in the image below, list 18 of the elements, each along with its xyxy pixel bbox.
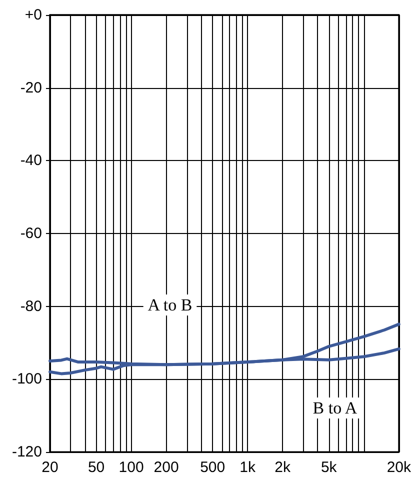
x-tick-label: 50 — [88, 459, 105, 476]
y-tick-label: -120 — [12, 444, 42, 460]
y-tick-label: -40 — [20, 152, 42, 170]
y-tick-label: +0 — [24, 6, 42, 24]
y-tick-label: -20 — [20, 79, 42, 96]
x-tick-label: 500 — [200, 459, 226, 476]
x-tick-label: 200 — [154, 459, 179, 476]
annotation: A to B — [148, 296, 192, 314]
x-tick-label: 1k — [240, 459, 256, 476]
x-tick-label: 100 — [118, 459, 144, 476]
annotation: B to A — [312, 398, 358, 418]
x-tick-label: 20k — [386, 459, 412, 476]
y-tick-label: -60 — [20, 225, 42, 242]
y-tick-label: -80 — [20, 298, 42, 315]
x-tick-label: 2k — [274, 459, 292, 476]
y-tick-label: -100 — [12, 370, 42, 388]
x-tick-label: 20 — [42, 459, 58, 476]
x-tick-label: 5k — [320, 459, 338, 476]
